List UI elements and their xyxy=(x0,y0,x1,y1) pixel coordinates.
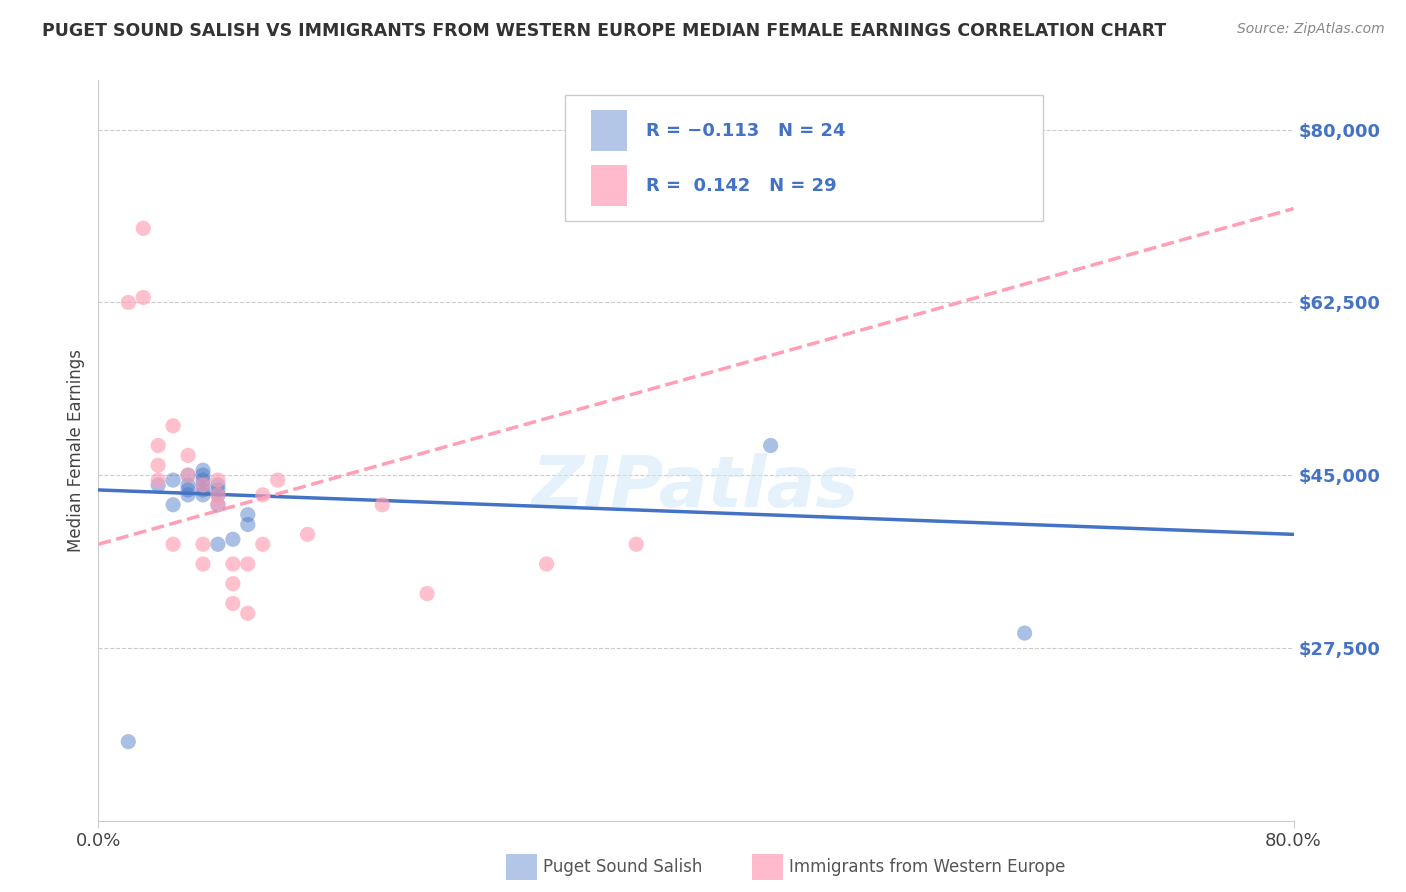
Point xyxy=(207,473,229,487)
Point xyxy=(162,537,184,551)
Bar xyxy=(591,110,627,151)
Point xyxy=(207,498,229,512)
Point xyxy=(191,483,214,497)
Point xyxy=(207,488,229,502)
Point xyxy=(252,537,274,551)
Point xyxy=(236,508,259,522)
Y-axis label: Median Female Earnings: Median Female Earnings xyxy=(66,349,84,552)
Point xyxy=(222,576,245,591)
Point xyxy=(626,537,648,551)
Point xyxy=(148,473,170,487)
Text: R =  0.142   N = 29: R = 0.142 N = 29 xyxy=(645,178,837,195)
Point xyxy=(162,418,184,433)
Point xyxy=(207,488,229,502)
Point xyxy=(759,438,782,452)
Point xyxy=(222,533,245,547)
Point xyxy=(191,557,214,571)
Point xyxy=(236,557,259,571)
Text: R = −0.113   N = 24: R = −0.113 N = 24 xyxy=(645,121,845,140)
Point xyxy=(371,498,394,512)
Bar xyxy=(591,165,627,206)
Point xyxy=(148,458,170,473)
Point xyxy=(177,488,200,502)
Point xyxy=(252,488,274,502)
Point xyxy=(191,473,214,487)
Point xyxy=(191,537,214,551)
Point xyxy=(191,463,214,477)
Point xyxy=(222,557,245,571)
Point xyxy=(207,478,229,492)
Point xyxy=(236,607,259,621)
Text: Immigrants from Western Europe: Immigrants from Western Europe xyxy=(789,858,1066,876)
Point xyxy=(1014,626,1036,640)
Point xyxy=(177,449,200,463)
Point xyxy=(191,468,214,483)
Point xyxy=(162,498,184,512)
Point xyxy=(148,438,170,452)
Point xyxy=(207,498,229,512)
Point xyxy=(267,473,290,487)
Point xyxy=(536,557,558,571)
Point xyxy=(177,478,200,492)
FancyBboxPatch shape xyxy=(565,95,1043,221)
Point xyxy=(117,295,139,310)
Point xyxy=(207,537,229,551)
Text: PUGET SOUND SALISH VS IMMIGRANTS FROM WESTERN EUROPE MEDIAN FEMALE EARNINGS CORR: PUGET SOUND SALISH VS IMMIGRANTS FROM WE… xyxy=(42,22,1167,40)
Point xyxy=(236,517,259,532)
Point xyxy=(416,586,439,600)
Point xyxy=(191,488,214,502)
Point xyxy=(191,478,214,492)
Point xyxy=(132,290,155,304)
Point xyxy=(117,734,139,748)
Point xyxy=(191,478,214,492)
Text: ZIPatlas: ZIPatlas xyxy=(533,453,859,522)
Point xyxy=(162,473,184,487)
Point xyxy=(297,527,319,541)
Point xyxy=(177,468,200,483)
Point xyxy=(207,483,229,497)
Text: Puget Sound Salish: Puget Sound Salish xyxy=(543,858,702,876)
Point xyxy=(148,478,170,492)
Point xyxy=(177,468,200,483)
Point xyxy=(177,483,200,497)
Point xyxy=(222,597,245,611)
Point xyxy=(132,221,155,235)
Text: Source: ZipAtlas.com: Source: ZipAtlas.com xyxy=(1237,22,1385,37)
